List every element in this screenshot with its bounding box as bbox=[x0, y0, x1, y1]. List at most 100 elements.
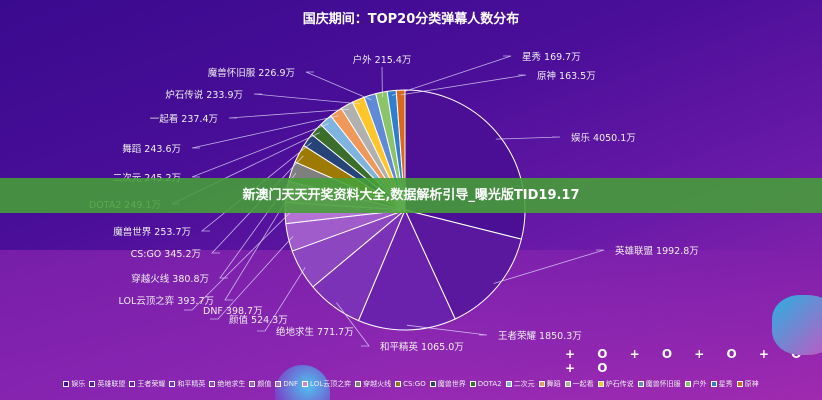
legend-item[interactable]: 英雄联盟 bbox=[89, 379, 125, 389]
legend-swatch bbox=[538, 381, 545, 387]
legend-item[interactable]: 娱乐 bbox=[63, 379, 85, 389]
leader-line-10 bbox=[200, 142, 312, 232]
legend-label: 星秀 bbox=[718, 380, 733, 388]
leader-line-0 bbox=[495, 136, 561, 140]
legend-item[interactable]: DNF bbox=[275, 380, 298, 388]
leader-line-14 bbox=[228, 108, 350, 119]
legend-swatch bbox=[505, 381, 512, 387]
legend-item[interactable]: 王者荣耀 bbox=[129, 379, 165, 389]
legend-item[interactable]: 绝地求生 bbox=[209, 379, 245, 389]
legend-swatch bbox=[249, 381, 256, 387]
legend-swatch bbox=[169, 381, 176, 387]
data-label: CS:GO 345.2万 bbox=[130, 249, 201, 260]
legend-swatch bbox=[302, 381, 309, 387]
data-label: 英雄联盟 1992.8万 bbox=[615, 246, 699, 257]
data-label: DNF 398.7万 bbox=[203, 306, 263, 317]
leader-line-18 bbox=[392, 55, 512, 96]
legend-item[interactable]: 魔兽世界 bbox=[429, 379, 466, 389]
legend-label: 魔兽世界 bbox=[437, 380, 466, 388]
legend-item[interactable]: 一起看 bbox=[564, 379, 594, 389]
legend-label: 炉石传说 bbox=[605, 380, 634, 388]
pie-slice-2 bbox=[357, 208, 456, 331]
legend-swatch bbox=[469, 381, 476, 387]
data-label: 绝地求生 771.7万 bbox=[276, 327, 354, 338]
legend-label: LOL云顶之弈 bbox=[310, 380, 352, 388]
data-label: 原神 163.5万 bbox=[537, 71, 596, 82]
data-label: 穿越火线 380.8万 bbox=[131, 274, 209, 285]
legend-label: 二次元 bbox=[513, 380, 535, 388]
legend-item[interactable]: 户外 bbox=[684, 379, 707, 389]
legend-label: 舞蹈 bbox=[546, 380, 561, 388]
legend-label: 娱乐 bbox=[71, 380, 86, 388]
legend-label: 穿越火线 bbox=[363, 380, 392, 388]
data-label: 星秀 169.7万 bbox=[522, 52, 581, 63]
legend-swatch bbox=[209, 381, 216, 387]
overlay-banner: 新澳门天天开奖资料大全,数据解析引导_曝光版TID19.17 bbox=[0, 178, 822, 213]
legend-label: CS:GO bbox=[403, 380, 426, 388]
leader-line-19 bbox=[400, 74, 527, 96]
leader-line-4 bbox=[257, 267, 306, 332]
legend-item[interactable]: 原神 bbox=[736, 379, 759, 389]
data-label: 舞蹈 243.6万 bbox=[122, 144, 181, 155]
pie-slice-1 bbox=[404, 209, 523, 320]
legend-label: DNF bbox=[283, 380, 299, 388]
legend-swatch bbox=[637, 381, 644, 387]
legend-item[interactable]: 炉石传说 bbox=[597, 379, 634, 389]
data-label: 魔兽世界 253.7万 bbox=[113, 227, 191, 238]
data-label: 一起看 237.4万 bbox=[149, 114, 218, 125]
leader-line-1 bbox=[493, 249, 605, 284]
decoration-symbols: + O + O + O + O + O bbox=[565, 347, 811, 375]
leader-line-7 bbox=[224, 192, 292, 301]
legend-label: 魔兽怀旧服 bbox=[645, 380, 681, 388]
legend-item[interactable]: 穿越火线 bbox=[355, 379, 391, 389]
legend-swatch bbox=[395, 381, 402, 387]
data-label: 魔兽怀旧服 226.9万 bbox=[207, 68, 295, 79]
legend-swatch bbox=[275, 381, 282, 387]
legend-label: 原神 bbox=[744, 380, 759, 388]
legend-item[interactable]: 和平精英 bbox=[169, 379, 205, 389]
legend-label: 英雄联盟 bbox=[97, 380, 126, 388]
leader-line-13 bbox=[191, 115, 339, 149]
data-label: LOL云顶之弈 393.7万 bbox=[118, 296, 214, 307]
legend-item[interactable]: DOTA2 bbox=[469, 380, 502, 388]
decorative-blob bbox=[772, 295, 822, 355]
chart-title: 国庆期间：TOP20分类弹幕人数分布 bbox=[302, 12, 520, 27]
leader-line-12 bbox=[191, 123, 329, 178]
data-label: 炉石传说 233.9万 bbox=[165, 90, 243, 101]
legend-swatch bbox=[684, 381, 691, 387]
legend-item[interactable]: LOL云顶之弈 bbox=[302, 379, 351, 389]
data-label: 王者荣耀 1850.3万 bbox=[498, 331, 582, 342]
legend-item[interactable]: CS:GO bbox=[395, 380, 426, 388]
data-label: 娱乐 4050.1万 bbox=[571, 133, 636, 144]
legend-label: 一起看 bbox=[572, 380, 594, 388]
legend-label: DOTA2 bbox=[477, 380, 502, 388]
leader-line-6 bbox=[184, 212, 291, 311]
leader-line-16 bbox=[305, 71, 372, 101]
legend-swatch bbox=[129, 381, 136, 387]
legend-item[interactable]: 颜值 bbox=[249, 379, 271, 389]
legend-item[interactable]: 二次元 bbox=[505, 379, 535, 389]
legend-label: 绝地求生 bbox=[217, 380, 246, 388]
legend-item[interactable]: 舞蹈 bbox=[538, 379, 561, 389]
legend-label: 和平精英 bbox=[177, 380, 206, 388]
data-label: 颜值 524.3万 bbox=[229, 315, 288, 326]
legend-swatch bbox=[597, 381, 604, 387]
legend-swatch bbox=[736, 381, 743, 387]
legend-item[interactable]: 星秀 bbox=[710, 379, 733, 389]
legend-item[interactable]: 魔兽怀旧服 bbox=[637, 379, 681, 389]
leader-line-3 bbox=[336, 302, 370, 347]
leader-line-15 bbox=[253, 93, 361, 105]
legend: 娱乐 英雄联盟 王者荣耀 和平精英 绝地求生 颜值 DNF LOL云顶之弈 穿越火线 CS:GO 魔… bbox=[0, 379, 822, 389]
legend-swatch bbox=[429, 381, 436, 387]
data-label: 和平精英 1065.0万 bbox=[380, 342, 464, 353]
legend-swatch bbox=[564, 381, 571, 387]
legend-swatch bbox=[710, 381, 717, 387]
legend-swatch bbox=[355, 381, 362, 387]
leader-line-5 bbox=[210, 236, 294, 320]
data-label: 户外 215.4万 bbox=[352, 55, 412, 66]
legend-swatch bbox=[63, 381, 70, 387]
legend-label: 王者荣耀 bbox=[137, 380, 166, 388]
legend-label: 颜值 bbox=[257, 380, 272, 388]
legend-swatch bbox=[89, 381, 96, 387]
